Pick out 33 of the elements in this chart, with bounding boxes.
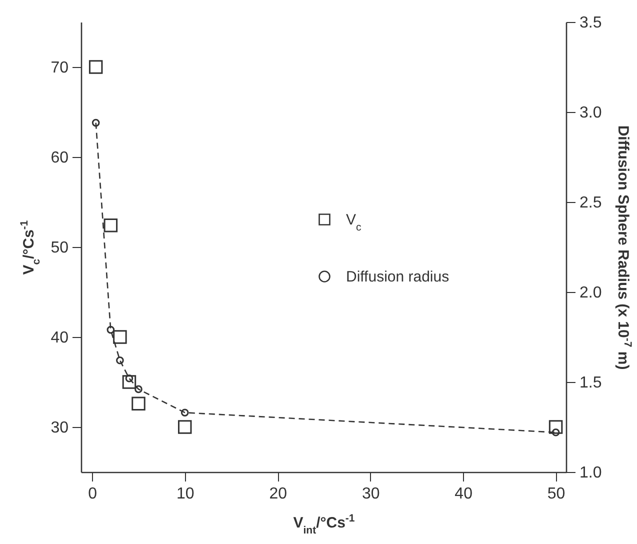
y2-tick-label: 2.0 xyxy=(580,284,602,302)
y2-tick-label: 1.5 xyxy=(580,374,602,392)
y-tick-label: 60 xyxy=(50,150,69,166)
point xyxy=(116,356,124,364)
point xyxy=(88,60,103,74)
x-tick-label: 40 xyxy=(454,486,473,502)
point xyxy=(132,396,146,410)
y2-tick-label: 3.0 xyxy=(580,104,602,122)
legend-label: V$_{c}$ xyxy=(346,212,362,234)
point xyxy=(106,326,115,334)
x-axis-title: V$_{int}$/°Cs$^{-1}$ xyxy=(293,512,355,536)
point xyxy=(104,218,118,232)
y-tick-label: 70 xyxy=(50,60,69,76)
x-tick-label: 10 xyxy=(176,486,194,502)
point xyxy=(134,385,142,394)
y-tick-label: 30 xyxy=(50,420,69,436)
point xyxy=(113,330,127,344)
y2-tick-label: 3.5 xyxy=(580,14,602,32)
y2-tick-label: 1.0 xyxy=(580,464,602,482)
legend-label: Diffusion radius xyxy=(346,268,450,286)
x-tick-label: 20 xyxy=(269,486,288,502)
point xyxy=(552,428,560,436)
y-tick-label: 50 xyxy=(50,240,69,256)
y2-tick-label: 2.5 xyxy=(580,194,602,212)
point xyxy=(548,420,563,434)
x-tick-label: 50 xyxy=(547,486,566,502)
point xyxy=(92,118,100,127)
x-tick-label: 0 xyxy=(88,486,98,502)
point xyxy=(122,375,136,389)
x-tick-label: 30 xyxy=(362,486,380,502)
point xyxy=(178,420,192,434)
y-tick-label: 40 xyxy=(50,330,69,346)
point xyxy=(180,408,189,417)
